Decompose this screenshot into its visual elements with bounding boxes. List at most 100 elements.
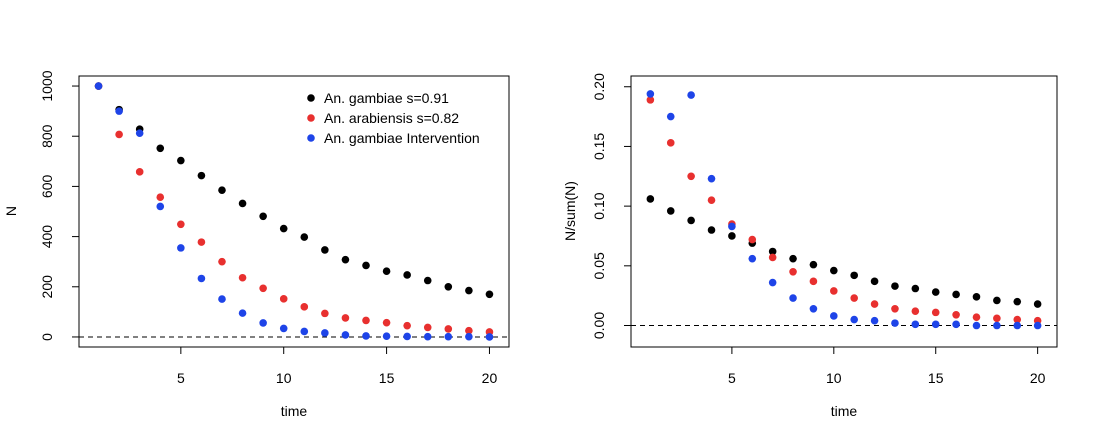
x-axis-label: time (281, 403, 308, 419)
data-point (279, 224, 288, 233)
data-point (830, 312, 838, 320)
data-point (870, 277, 879, 286)
data-point (197, 171, 206, 180)
data-point (809, 277, 818, 286)
x-tick-label: 10 (826, 370, 842, 386)
data-point (1013, 297, 1022, 306)
data-point (993, 321, 1001, 330)
y-tick-label: 1000 (39, 70, 55, 101)
data-point (259, 212, 267, 221)
data-point (748, 235, 757, 244)
data-point (809, 304, 818, 313)
x-axis: 5 10 15 20 (728, 346, 1046, 386)
legend-entry: An. arabiensis s=0.82 (307, 110, 459, 126)
data-point (891, 319, 899, 327)
data-point (1033, 321, 1042, 330)
plot-frame (630, 75, 1058, 348)
data-point (259, 319, 267, 327)
x-tick-label: 20 (1030, 370, 1046, 386)
y-tick-label: 0.05 (591, 252, 607, 279)
data-point (465, 286, 473, 295)
x-tick-label: 5 (728, 370, 736, 386)
data-point (321, 329, 329, 337)
data-point (341, 314, 350, 322)
data-point (177, 244, 185, 252)
x-tick-label: 20 (482, 370, 498, 386)
x-tick-label: 5 (177, 370, 185, 386)
y-tick-label: 600 (39, 175, 55, 199)
data-point (300, 303, 309, 311)
series-2 (646, 90, 1042, 330)
data-point (156, 193, 165, 201)
data-point (993, 314, 1001, 323)
data-point (870, 300, 879, 308)
data-point (687, 216, 695, 225)
legend-label: An. gambiae Intervention (324, 130, 480, 146)
legend-marker (307, 114, 315, 122)
y-axis: 0 200 400 600 800 1000 (39, 70, 80, 341)
data-point (891, 282, 899, 290)
data-point (666, 112, 675, 121)
data-point (341, 331, 350, 339)
data-point (830, 287, 838, 295)
data-point (177, 156, 185, 165)
y-tick-label: 800 (39, 124, 55, 148)
data-point (135, 168, 144, 176)
y-tick-label: 400 (39, 225, 55, 249)
data-point (789, 294, 797, 302)
series-0 (646, 195, 1042, 308)
y-tick-label: 0.10 (591, 192, 607, 219)
data-point (850, 315, 858, 324)
data-point (707, 226, 716, 234)
data-point (646, 195, 655, 203)
data-point (238, 273, 247, 282)
x-tick-label: 10 (276, 370, 292, 386)
data-point (809, 260, 818, 269)
data-point (972, 293, 981, 301)
data-point (115, 130, 123, 139)
data-point (362, 332, 370, 340)
y-axis-label: N/sum(N) (562, 181, 578, 241)
legend-marker (307, 134, 315, 142)
data-point (382, 267, 391, 276)
data-point (423, 276, 432, 285)
data-point (444, 282, 453, 291)
y-tick-label: 0.00 (591, 312, 607, 339)
data-point (646, 90, 655, 98)
data-point (830, 266, 838, 275)
data-point (911, 284, 920, 293)
data-point (993, 296, 1001, 305)
data-point (259, 284, 267, 293)
data-point (850, 271, 858, 280)
data-point (768, 247, 777, 256)
x-tick-label: 15 (379, 370, 395, 386)
legend-marker (307, 94, 315, 102)
data-point (177, 220, 185, 229)
data-point (850, 294, 858, 302)
data-point (197, 238, 206, 246)
data-point (1013, 321, 1022, 330)
legend-entry: An. gambiae s=0.91 (307, 90, 449, 106)
data-point (768, 278, 777, 287)
right-panel: 5 10 15 20 0.00 0.05 0.10 0.15 0.20 time N/sum(N) (562, 73, 1058, 419)
data-point (972, 313, 981, 321)
y-tick-label: 0.15 (591, 133, 607, 160)
data-point (382, 318, 391, 327)
data-point (952, 320, 960, 329)
data-point (156, 202, 165, 211)
data-point (403, 321, 411, 330)
data-point (300, 233, 309, 241)
x-axis-label: time (831, 403, 858, 419)
data-point (218, 295, 226, 303)
data-point (666, 139, 675, 147)
legend: An. gambiae s=0.91 An. arabiensis s=0.82 A… (307, 90, 480, 146)
legend-label: An. arabiensis s=0.82 (324, 110, 459, 126)
data-point (952, 290, 960, 299)
data-point (666, 207, 675, 215)
data-point (748, 254, 757, 263)
data-point (728, 232, 736, 240)
series-1 (646, 96, 1042, 325)
data-point (197, 274, 206, 283)
y-axis-label: N (3, 206, 19, 216)
